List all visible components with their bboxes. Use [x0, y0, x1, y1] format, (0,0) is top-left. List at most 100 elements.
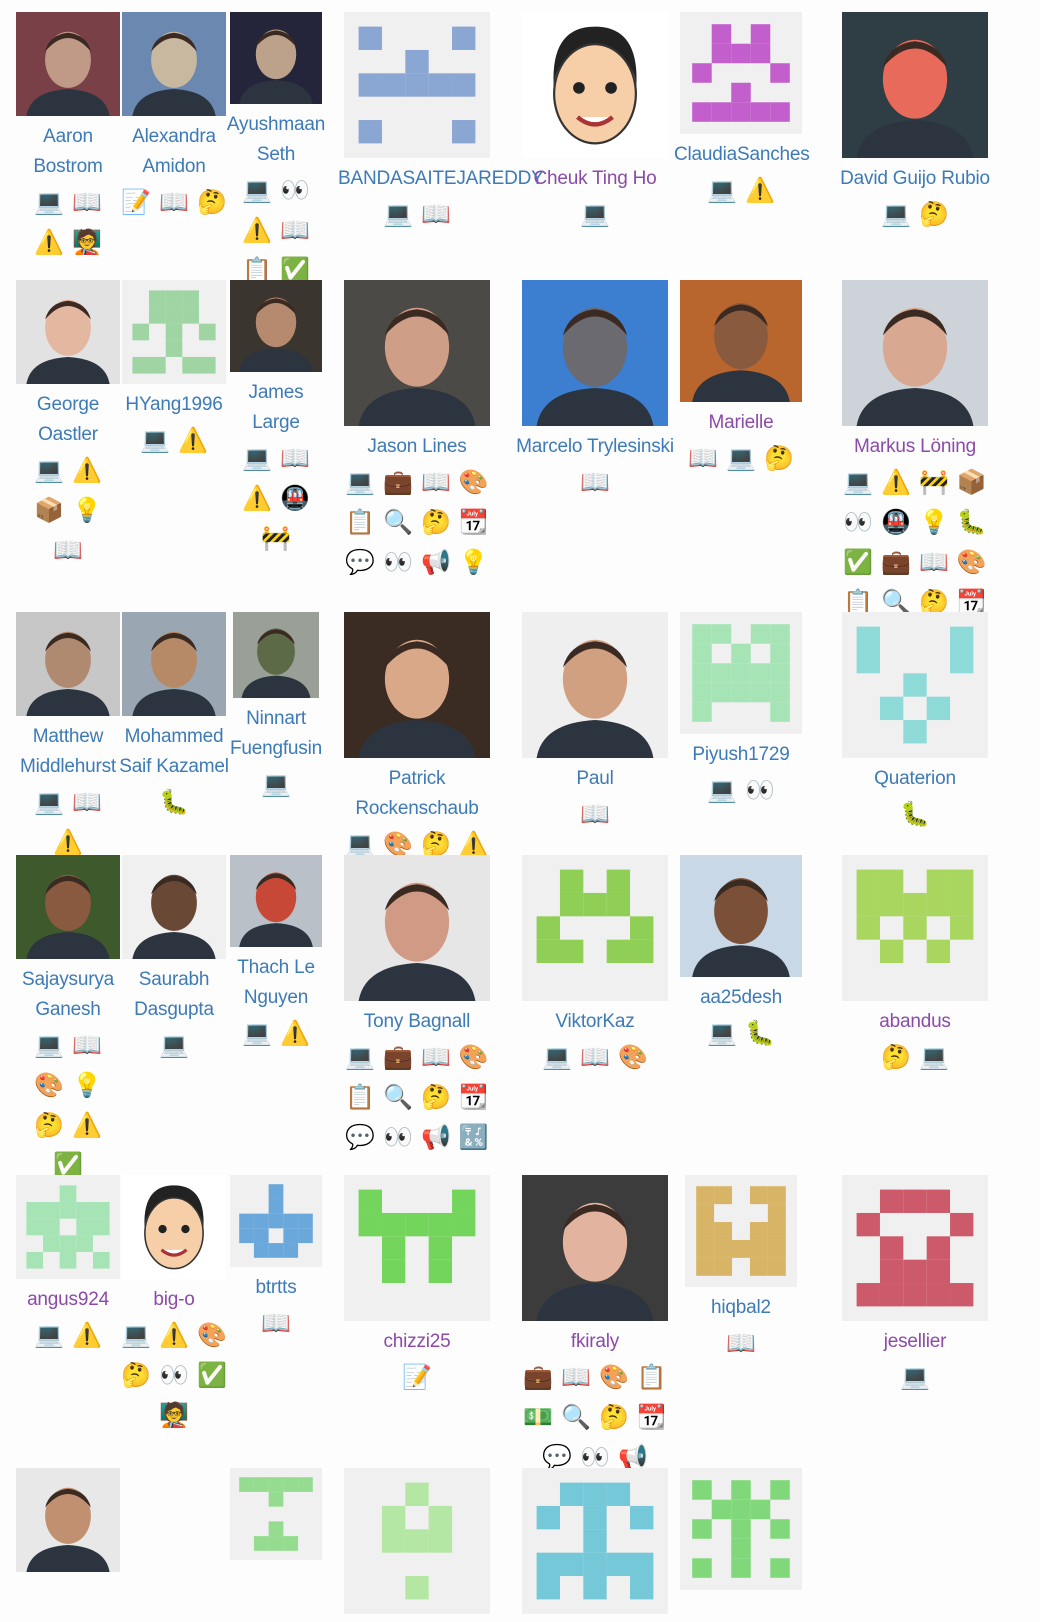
- contributor-name-link[interactable]: Saurabh Dasgupta: [134, 969, 214, 1020]
- contributor-name-link[interactable]: HYang1996: [125, 394, 223, 415]
- contribution-emoji[interactable]: 📢: [421, 1123, 451, 1151]
- contribution-emoji[interactable]: 📝: [402, 1363, 432, 1391]
- contributor-name-link[interactable]: chizzi25: [383, 1331, 451, 1352]
- contribution-emoji[interactable]: 💻: [34, 456, 64, 484]
- contributor-avatar[interactable]: [522, 612, 668, 758]
- contributor-name-link[interactable]: Jason Lines: [367, 436, 467, 457]
- contribution-emoji[interactable]: ⚠️: [53, 828, 83, 856]
- contribution-emoji[interactable]: 🤔: [599, 1403, 629, 1431]
- contribution-emoji[interactable]: 💻: [843, 468, 874, 496]
- contributor-name-link[interactable]: Tony Bagnall: [363, 1011, 471, 1032]
- contributor-avatar[interactable]: [680, 855, 802, 977]
- contribution-emoji[interactable]: 💻: [900, 1363, 930, 1391]
- contribution-emoji[interactable]: 📖: [72, 188, 102, 216]
- contributor-name-link[interactable]: Alexandra Amidon: [132, 126, 216, 177]
- contribution-emoji[interactable]: 🤔: [196, 188, 227, 216]
- contributor-name-link[interactable]: Ayushmaan Seth: [226, 114, 326, 165]
- contribution-emoji[interactable]: 💻: [345, 468, 376, 496]
- contributor-name-link[interactable]: George Oastler: [36, 394, 100, 445]
- contributor-avatar[interactable]: [230, 12, 322, 104]
- contributor-avatar[interactable]: [842, 12, 988, 158]
- contribution-emoji[interactable]: ✅: [53, 1151, 83, 1179]
- contribution-emoji[interactable]: 📆: [458, 508, 489, 536]
- contribution-emoji[interactable]: 🐛: [159, 788, 189, 816]
- contribution-emoji[interactable]: ⚠️: [72, 1321, 102, 1349]
- contribution-emoji[interactable]: 🤔: [919, 200, 949, 228]
- contribution-emoji[interactable]: 💼: [383, 468, 413, 496]
- contribution-emoji[interactable]: 💻: [34, 188, 64, 216]
- contributor-avatar[interactable]: [16, 1468, 120, 1572]
- contribution-emoji[interactable]: ⚠️: [881, 468, 911, 496]
- contributor-avatar[interactable]: [344, 612, 490, 758]
- contribution-emoji[interactable]: 🤔: [421, 830, 451, 858]
- contribution-emoji[interactable]: 🚧: [919, 468, 949, 496]
- contributor-avatar[interactable]: [122, 612, 226, 716]
- contribution-emoji[interactable]: 👀: [843, 508, 874, 536]
- contribution-emoji[interactable]: 📋: [242, 256, 272, 284]
- contribution-emoji[interactable]: 👀: [159, 1361, 189, 1389]
- contributor-name-link[interactable]: James Large: [248, 382, 304, 433]
- contributor-name-link[interactable]: btrtts: [255, 1277, 297, 1298]
- contribution-emoji[interactable]: 💻: [34, 788, 64, 816]
- contributor-name-link[interactable]: abandus: [879, 1011, 951, 1032]
- contribution-emoji[interactable]: 🤔: [919, 588, 949, 616]
- contributor-name-link[interactable]: BANDASAITEJAREDDY: [338, 168, 544, 189]
- contributor-name-link[interactable]: Mohammed Saif Kazamel: [119, 726, 229, 777]
- contributor-avatar[interactable]: [344, 1468, 490, 1614]
- contribution-emoji[interactable]: 🧑‍🏫: [72, 228, 102, 256]
- contribution-emoji[interactable]: ✅: [280, 256, 310, 284]
- contribution-emoji[interactable]: 💻: [345, 830, 376, 858]
- contribution-emoji[interactable]: ✅: [196, 1361, 227, 1389]
- contribution-emoji[interactable]: 📦: [956, 468, 987, 496]
- contributor-name-link[interactable]: Marielle: [708, 412, 774, 433]
- contribution-emoji[interactable]: 📆: [636, 1403, 667, 1431]
- contribution-emoji[interactable]: 🎨: [458, 1043, 489, 1071]
- contribution-emoji[interactable]: 💻: [140, 426, 170, 454]
- contribution-emoji[interactable]: 🚇: [881, 508, 911, 536]
- contributor-name-link[interactable]: Ninnart Fuengfusin: [229, 708, 322, 759]
- contribution-emoji[interactable]: 📖: [561, 1363, 591, 1391]
- contribution-emoji[interactable]: 📋: [345, 508, 376, 536]
- contribution-emoji[interactable]: 📖: [421, 468, 451, 496]
- contribution-emoji[interactable]: 📖: [421, 1043, 451, 1071]
- contribution-emoji[interactable]: 💻: [159, 1031, 189, 1059]
- contribution-emoji[interactable]: 📖: [421, 200, 451, 228]
- contributor-avatar[interactable]: [16, 855, 120, 959]
- contribution-emoji[interactable]: 🐛: [956, 508, 987, 536]
- contribution-emoji[interactable]: 💬: [542, 1443, 573, 1471]
- contribution-emoji[interactable]: 💡: [72, 1071, 102, 1099]
- contribution-emoji[interactable]: 📦: [34, 496, 64, 524]
- contribution-emoji[interactable]: 📋: [843, 588, 874, 616]
- contributor-avatar[interactable]: [16, 12, 120, 116]
- contributor-avatar[interactable]: [680, 612, 802, 734]
- contribution-emoji[interactable]: 💬: [345, 548, 376, 576]
- contributor-avatar[interactable]: [680, 280, 802, 402]
- contribution-emoji[interactable]: 👀: [580, 1443, 610, 1471]
- contribution-emoji[interactable]: ⚠️: [280, 1019, 310, 1047]
- contribution-emoji[interactable]: 🚇: [280, 484, 310, 512]
- contribution-emoji[interactable]: 🚧: [261, 524, 291, 552]
- contribution-emoji[interactable]: 💡: [458, 548, 489, 576]
- contributor-name-link[interactable]: ViktorKaz: [555, 1011, 635, 1032]
- contribution-emoji[interactable]: 💻: [242, 1019, 272, 1047]
- contribution-emoji[interactable]: 📋: [345, 1083, 376, 1111]
- contribution-emoji[interactable]: 💻: [261, 770, 291, 798]
- contribution-emoji[interactable]: 🔍: [561, 1403, 591, 1431]
- contributor-name-link[interactable]: Quaterion: [874, 768, 956, 789]
- contributor-avatar[interactable]: [680, 1175, 802, 1287]
- contribution-emoji[interactable]: 📆: [956, 588, 987, 616]
- contribution-emoji[interactable]: ⚠️: [34, 228, 64, 256]
- contributor-name-link[interactable]: Aaron Bostrom: [33, 126, 103, 177]
- contribution-emoji[interactable]: 🤔: [763, 444, 794, 472]
- contribution-emoji[interactable]: 📢: [617, 1443, 648, 1471]
- contribution-emoji[interactable]: 📆: [458, 1083, 489, 1111]
- contribution-emoji[interactable]: 🎨: [34, 1071, 64, 1099]
- contribution-emoji[interactable]: 📢: [421, 548, 451, 576]
- contribution-emoji[interactable]: 💬: [345, 1123, 376, 1151]
- contribution-emoji[interactable]: 💻: [383, 200, 413, 228]
- contributor-name-link[interactable]: David Guijo Rubio: [840, 168, 990, 189]
- contributor-avatar[interactable]: [842, 1175, 988, 1321]
- contribution-emoji[interactable]: 💻: [345, 1043, 376, 1071]
- contribution-emoji[interactable]: 🔣: [458, 1123, 489, 1151]
- contributor-name-link[interactable]: Marcelo Trylesinski: [516, 436, 674, 457]
